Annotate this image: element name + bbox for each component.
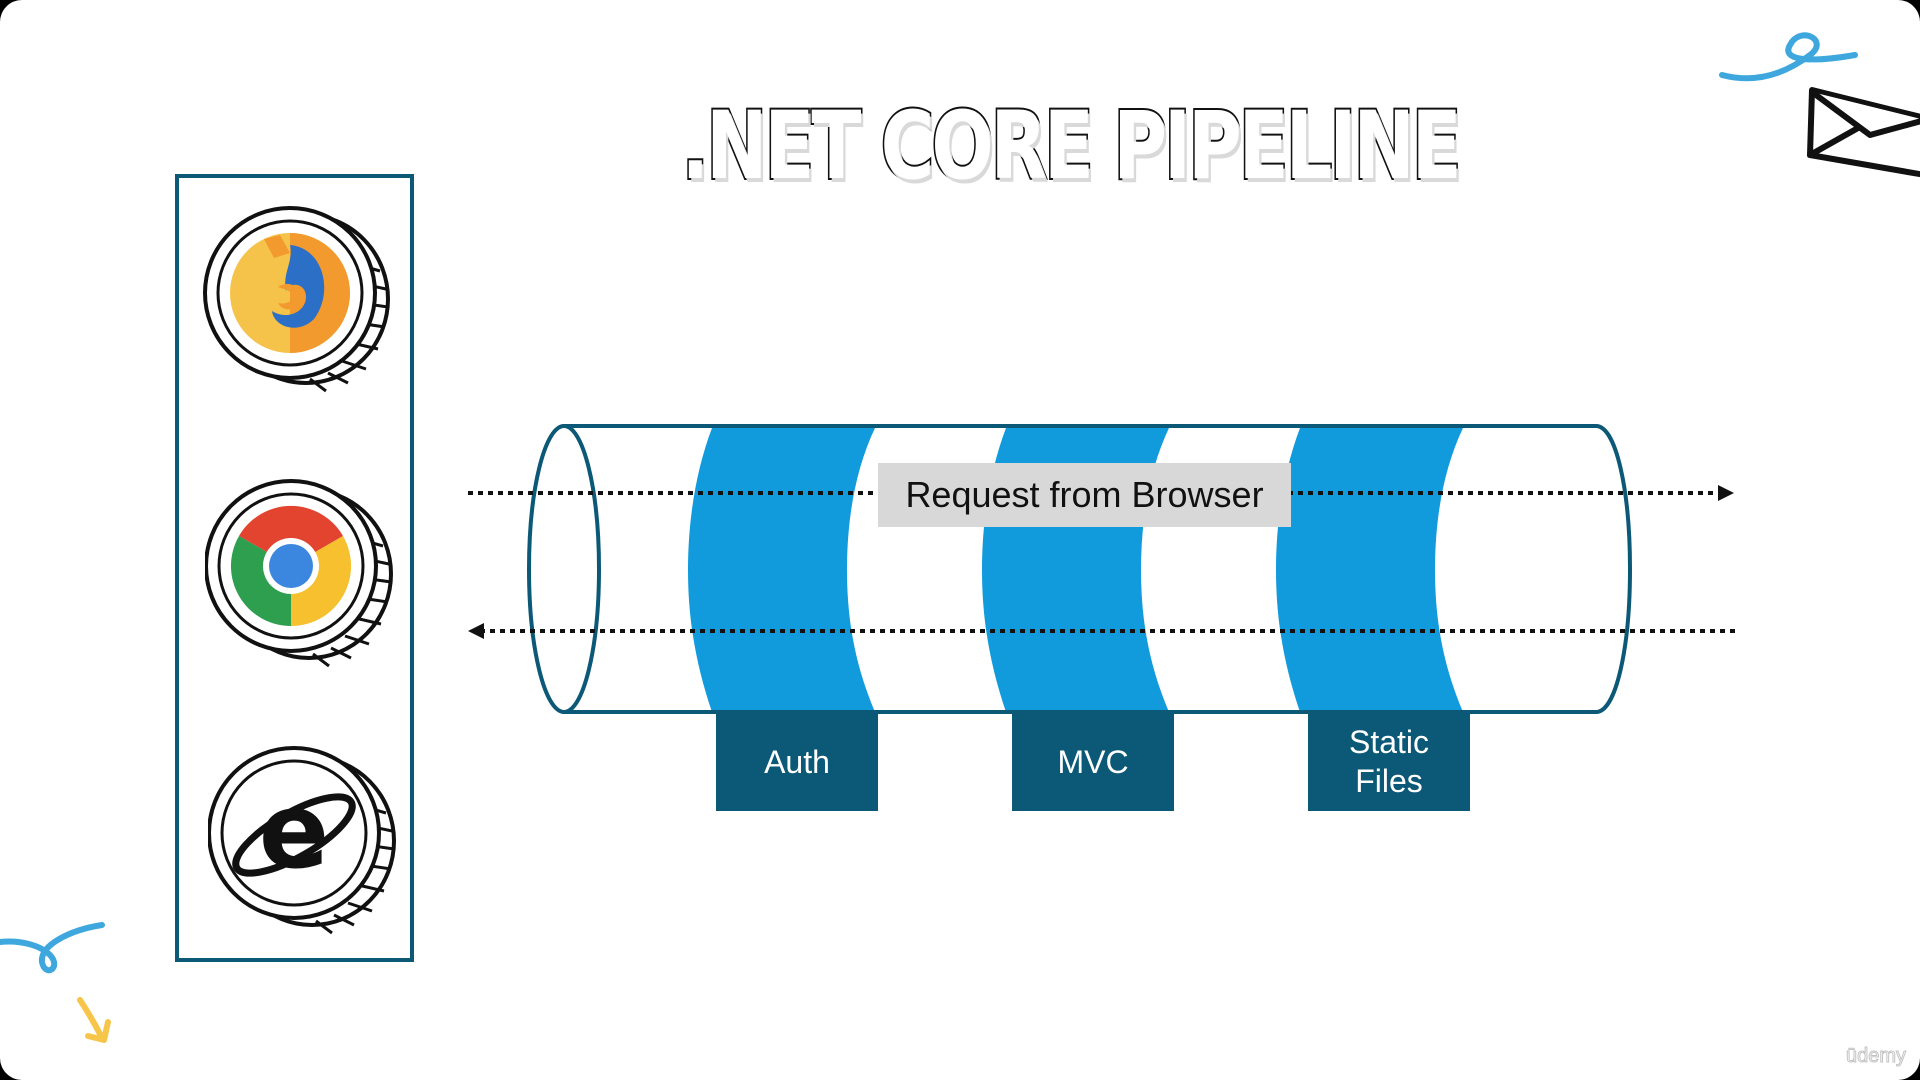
swirl-doodle-bottom-left xyxy=(0,922,105,974)
chrome-icon xyxy=(205,479,393,668)
static-files-middleware-box: Static Files xyxy=(1308,713,1470,811)
browser-panel xyxy=(175,174,414,962)
auth-band xyxy=(688,428,875,712)
mvc-middleware-box: MVC xyxy=(1012,713,1174,811)
envelope-icon xyxy=(1807,87,1920,178)
swirl-doodle-top-right xyxy=(1719,32,1858,82)
pipe-outline xyxy=(527,424,1633,714)
mvc-label: MVC xyxy=(1057,743,1129,780)
internet-explorer-icon: e xyxy=(208,746,396,935)
response-arrow-head xyxy=(468,623,484,639)
auth-label: Auth xyxy=(764,743,830,780)
request-arrow-head xyxy=(1718,485,1734,501)
firefox-icon xyxy=(203,206,390,393)
static-files-label-line1: Static xyxy=(1348,724,1430,760)
static-files-band xyxy=(1276,428,1463,712)
arrow-doodle-bottom-left xyxy=(77,997,111,1043)
static-files-label-line2: Files xyxy=(1355,763,1423,799)
udemy-watermark: ūdemy xyxy=(1845,1045,1906,1068)
auth-middleware-box: Auth xyxy=(716,713,878,811)
request-label: Request from Browser xyxy=(878,463,1291,527)
